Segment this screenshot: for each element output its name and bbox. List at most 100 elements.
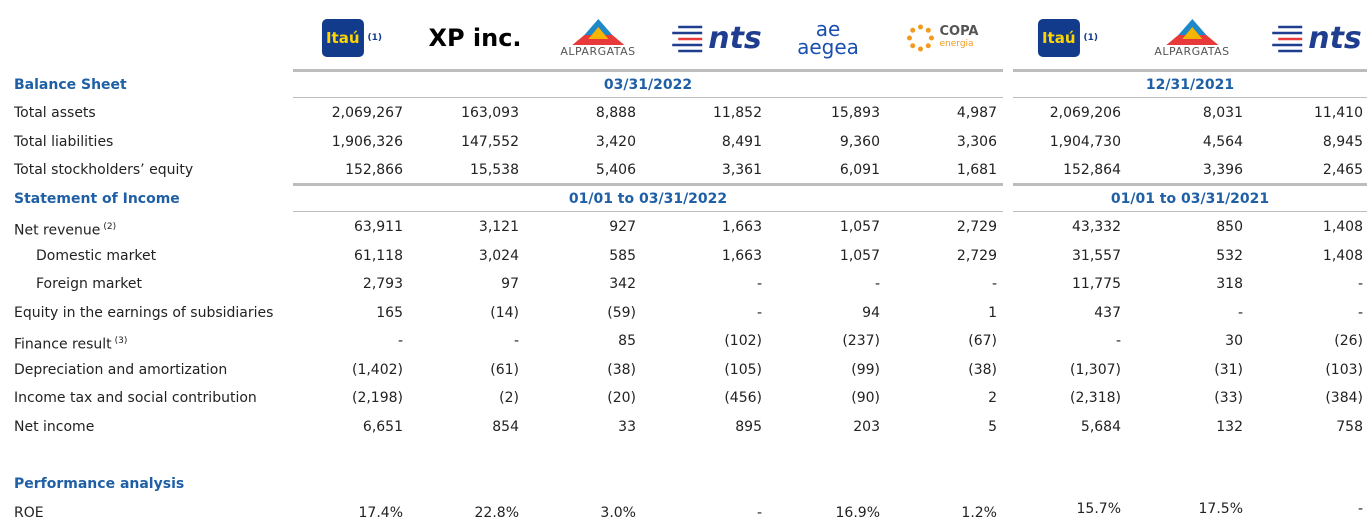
cell-value: 15.7%	[1076, 501, 1121, 517]
company-logo: Itaú (1)	[321, 14, 383, 62]
cell-value: (2,198)	[351, 390, 403, 406]
cell-value: -	[513, 333, 519, 349]
cell-value: 85	[618, 333, 636, 349]
cell-value: (2)	[499, 390, 519, 406]
logo-text: Itaú	[1037, 19, 1080, 57]
period-rule	[293, 69, 1003, 72]
cell-value: -	[756, 305, 762, 321]
cell-value: 147,552	[461, 134, 519, 150]
cell-value: 2,729	[956, 219, 997, 235]
cell-value: 4,987	[956, 105, 997, 121]
cell-value: -	[874, 276, 880, 292]
cell-value: 3,024	[478, 248, 519, 264]
cell-value: -	[1357, 305, 1363, 321]
cell-value: 63,911	[354, 219, 403, 235]
company-logo: Itaú (1)	[1037, 14, 1099, 62]
cell-value: 17.5%	[1198, 501, 1243, 517]
cell-value: 1,904,730	[1049, 134, 1121, 150]
cell-value: 22.8%	[474, 505, 519, 521]
cell-value: 6,091	[839, 162, 880, 178]
period-rule	[293, 211, 1003, 212]
row-label: Depreciation and amortization	[14, 361, 227, 379]
logo-sub: energia	[939, 39, 974, 49]
cell-value: (38)	[968, 362, 997, 378]
cell-value: 132	[1216, 419, 1243, 435]
cell-value: -	[1115, 333, 1121, 349]
cell-value: 850	[1216, 219, 1243, 235]
label-text: Finance result	[14, 336, 112, 353]
logo-note: (1)	[1083, 33, 1099, 43]
footnote-ref: (2)	[103, 222, 117, 232]
cell-value: 2,793	[362, 276, 403, 292]
company-logo: ae aegea	[797, 14, 859, 62]
cell-value: 2,069,267	[331, 105, 403, 121]
cell-value: 1,681	[956, 162, 997, 178]
cell-value: 3,396	[1202, 162, 1243, 178]
cell-value: -	[397, 333, 403, 349]
cell-value: (31)	[1214, 362, 1243, 378]
section-label: Statement of Income	[14, 190, 180, 208]
label-text: Net revenue	[14, 222, 101, 239]
cell-value: (20)	[607, 390, 636, 406]
logo-mark	[571, 18, 624, 45]
period-label: 01/01 to 03/31/2021	[1110, 191, 1270, 207]
period-label: 12/31/2021	[1145, 77, 1235, 93]
cell-value: -	[756, 505, 762, 521]
logo-mark	[672, 25, 703, 53]
cell-value: 318	[1216, 276, 1243, 292]
logo-note: (1)	[367, 33, 383, 43]
logo-text: COPA	[939, 24, 979, 39]
cell-value: 3,306	[956, 134, 997, 150]
label-text: Net income	[14, 419, 95, 435]
section-label: Performance analysis	[14, 475, 184, 493]
cell-value: 3,361	[721, 162, 762, 178]
label-text: Total stockholders’ equity	[14, 162, 194, 178]
period-rule	[1013, 183, 1367, 186]
period-label: 03/31/2022	[603, 77, 693, 93]
row-label: Total liabilities	[14, 133, 113, 151]
cell-value: 5,406	[595, 162, 636, 178]
period-rule	[293, 183, 1003, 186]
logo-text: ALPARGATAS	[560, 44, 636, 58]
cell-value: 163,093	[461, 105, 519, 121]
cell-value: 152,866	[345, 162, 403, 178]
cell-value: -	[1357, 501, 1363, 517]
company-logo: nts	[668, 14, 762, 62]
cell-value: 17.4%	[358, 505, 403, 521]
cell-value: 15,538	[470, 162, 519, 178]
label-text: Statement of Income	[14, 191, 180, 207]
period-rule	[1013, 97, 1367, 98]
period-rule	[293, 97, 1003, 98]
cell-value: 1,057	[839, 219, 880, 235]
logo-mark	[1272, 25, 1303, 53]
cell-value: (61)	[490, 362, 519, 378]
cell-value: 4,564	[1202, 134, 1243, 150]
row-label: Equity in the earnings of subsidiaries	[14, 304, 273, 322]
company-logo: ALPARGATAS	[1154, 14, 1229, 62]
cell-value: -	[1237, 305, 1243, 321]
cell-value: (99)	[851, 362, 880, 378]
row-label: Total assets	[14, 104, 96, 122]
cell-value: 854	[492, 419, 519, 435]
cell-value: 2,465	[1322, 162, 1363, 178]
logo-text: nts	[1308, 20, 1362, 56]
cell-value: 61,118	[354, 248, 403, 264]
cell-value: 165	[376, 305, 403, 321]
company-logo: ALPARGATAS	[560, 14, 635, 62]
cell-value: 1,408	[1322, 219, 1363, 235]
cell-value: -	[756, 276, 762, 292]
cell-value: 8,888	[595, 105, 636, 121]
cell-value: 1.2%	[961, 505, 997, 521]
row-label: Finance result (3)	[14, 332, 127, 354]
cell-value: (1,307)	[1069, 362, 1121, 378]
row-label: Income tax and social contribution	[14, 389, 257, 407]
cell-value: 30	[1225, 333, 1243, 349]
company-logo: XP inc.	[428, 14, 521, 62]
cell-value: (102)	[724, 333, 762, 349]
logo-text: XP inc.	[428, 24, 522, 52]
row-label: Domestic market	[36, 247, 156, 265]
logo-mark	[1165, 18, 1218, 45]
cell-value: 16.9%	[835, 505, 880, 521]
label-text: Equity in the earnings of subsidiaries	[14, 305, 274, 321]
